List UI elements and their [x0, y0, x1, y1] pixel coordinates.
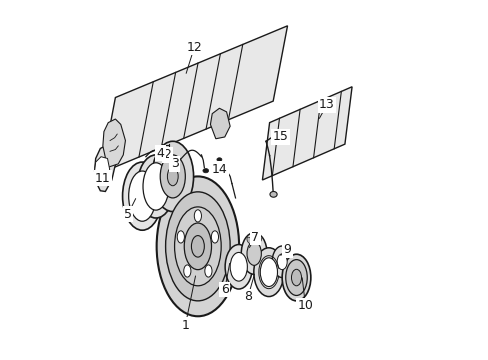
Ellipse shape: [165, 192, 230, 301]
Ellipse shape: [282, 254, 310, 301]
Text: 11: 11: [95, 172, 110, 185]
Polygon shape: [94, 157, 109, 184]
Ellipse shape: [128, 171, 156, 221]
Ellipse shape: [246, 242, 261, 265]
Ellipse shape: [260, 258, 277, 287]
Ellipse shape: [204, 265, 212, 277]
Ellipse shape: [269, 192, 277, 197]
Ellipse shape: [253, 248, 284, 297]
Ellipse shape: [156, 176, 239, 316]
Ellipse shape: [203, 168, 208, 173]
Ellipse shape: [177, 231, 184, 243]
Text: 12: 12: [186, 41, 202, 54]
Ellipse shape: [160, 155, 185, 198]
Text: 1: 1: [181, 319, 189, 332]
Ellipse shape: [241, 233, 266, 274]
Text: 3: 3: [170, 157, 178, 170]
Ellipse shape: [184, 223, 211, 270]
Text: 14: 14: [211, 163, 227, 176]
Polygon shape: [210, 108, 230, 139]
Ellipse shape: [191, 235, 204, 257]
Text: 13: 13: [319, 98, 334, 111]
Ellipse shape: [230, 252, 247, 281]
Text: 9: 9: [283, 243, 291, 256]
Ellipse shape: [167, 167, 178, 186]
Text: 5: 5: [123, 208, 132, 221]
Polygon shape: [101, 26, 287, 173]
Ellipse shape: [246, 237, 252, 244]
Text: 4: 4: [156, 147, 164, 159]
Ellipse shape: [211, 231, 218, 243]
Ellipse shape: [224, 244, 252, 289]
Polygon shape: [262, 87, 351, 180]
Text: 2: 2: [163, 148, 171, 161]
Ellipse shape: [256, 237, 261, 244]
Ellipse shape: [137, 155, 174, 218]
Text: 8: 8: [244, 290, 252, 303]
Ellipse shape: [271, 246, 292, 278]
Text: 6: 6: [221, 283, 228, 296]
Ellipse shape: [194, 210, 201, 222]
Ellipse shape: [285, 260, 306, 296]
Ellipse shape: [152, 141, 193, 212]
Text: 7: 7: [251, 231, 259, 244]
Ellipse shape: [183, 265, 190, 277]
Text: 15: 15: [272, 130, 288, 144]
Ellipse shape: [217, 158, 222, 161]
Polygon shape: [102, 119, 125, 167]
Ellipse shape: [174, 207, 221, 286]
Ellipse shape: [291, 269, 301, 286]
Ellipse shape: [251, 235, 256, 242]
Ellipse shape: [277, 254, 286, 270]
Polygon shape: [94, 145, 117, 192]
Ellipse shape: [122, 162, 162, 230]
Ellipse shape: [142, 163, 168, 210]
Text: 10: 10: [297, 299, 313, 312]
